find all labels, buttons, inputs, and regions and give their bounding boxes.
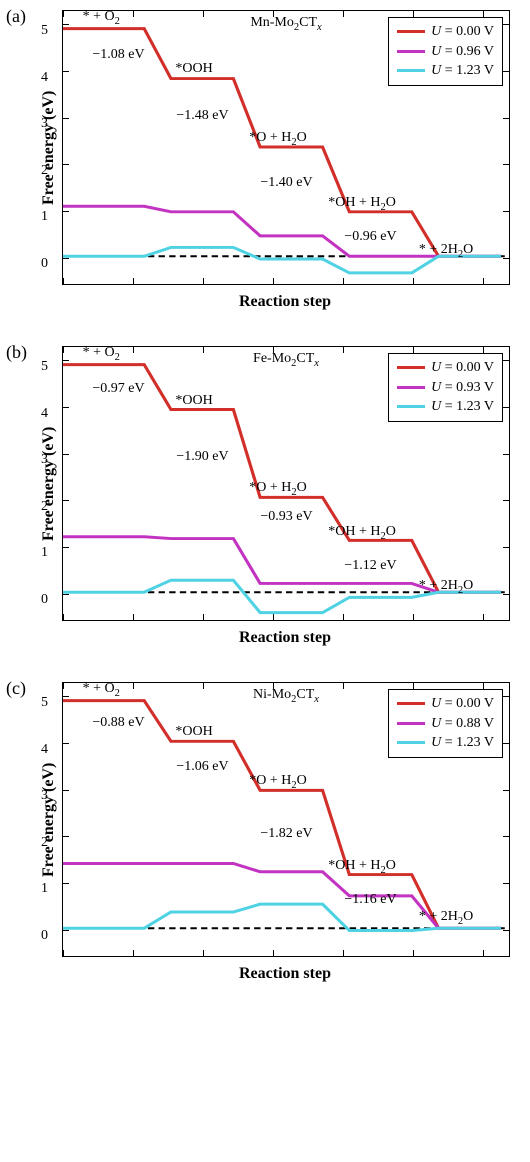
delta-g-label: −0.88 eV	[92, 715, 144, 731]
y-axis-label: Free energy (eV)	[40, 682, 62, 957]
delta-g-label: −0.97 eV	[92, 381, 144, 397]
species-label: * + O2	[83, 681, 120, 699]
panel-tag: (c)	[6, 678, 26, 699]
ytick-label: 5	[41, 695, 48, 711]
ytick-label: 2	[41, 499, 48, 515]
y-axis-label: Free energy (eV)	[40, 10, 62, 285]
panel-tag: (a)	[6, 6, 26, 27]
legend-swatch	[397, 722, 425, 725]
species-label: * + O2	[83, 345, 120, 363]
panel-2: (c) Free energy (eV)0 1 2 3 4 5 Ni-Mo2CTx U = 0.…	[0, 672, 530, 1008]
legend-item: U = 1.23 V	[397, 733, 494, 753]
legend-label: U = 1.23 V	[431, 733, 494, 753]
delta-g-label: −1.82 eV	[260, 826, 312, 842]
species-label: * + 2H2O	[419, 242, 473, 260]
x-axis-label: Reaction step	[60, 293, 510, 311]
delta-g-label: −1.90 eV	[176, 449, 228, 465]
legend: U = 0.00 VU = 0.96 VU = 1.23 V	[388, 17, 503, 86]
species-label: *OH + H2O	[328, 525, 396, 543]
delta-g-label: −1.08 eV	[92, 47, 144, 63]
delta-g-label: −1.16 eV	[344, 892, 396, 908]
ytick-label: 5	[41, 23, 48, 39]
panel-1: (b) Free energy (eV)0 1 2 3 4 5 Fe-Mo2CTx U = 0.…	[0, 336, 530, 672]
delta-g-label: −1.12 eV	[344, 558, 396, 574]
ytick-label: 2	[41, 835, 48, 851]
legend-label: U = 0.96 V	[431, 42, 494, 62]
ytick-label: 3	[41, 452, 48, 468]
legend-item: U = 1.23 V	[397, 61, 494, 81]
legend-item: U = 0.93 V	[397, 378, 494, 398]
ytick-label: 1	[41, 545, 48, 561]
plot-area: 012345Fe-Mo2CTxU = 0.00 VU = 0.93 VU = 1…	[62, 346, 510, 621]
species-label: * + O2	[83, 9, 120, 27]
legend-swatch	[397, 702, 425, 705]
ytick-label: 1	[41, 881, 48, 897]
plot-area: 012345Ni-Mo2CTxU = 0.00 VU = 0.88 VU = 1…	[62, 682, 510, 957]
panel-title: Mn-Mo2CTx	[250, 15, 321, 33]
ytick-label: 4	[41, 742, 48, 758]
legend-item: U = 1.23 V	[397, 397, 494, 417]
species-label: *OOH	[175, 61, 212, 77]
delta-g-label: −1.06 eV	[176, 759, 228, 775]
legend-label: U = 1.23 V	[431, 397, 494, 417]
legend-swatch	[397, 366, 425, 369]
legend-label: U = 0.00 V	[431, 22, 494, 42]
ytick-label: 0	[41, 928, 48, 944]
legend-item: U = 0.00 V	[397, 358, 494, 378]
plot-area: 012345Mn-Mo2CTxU = 0.00 VU = 0.96 VU = 1…	[62, 10, 510, 285]
x-axis-label: Reaction step	[60, 629, 510, 647]
legend-label: U = 1.23 V	[431, 61, 494, 81]
legend-swatch	[397, 386, 425, 389]
panel-title: Ni-Mo2CTx	[253, 687, 319, 705]
panel-title: Fe-Mo2CTx	[253, 351, 319, 369]
legend-swatch	[397, 741, 425, 744]
legend: U = 0.00 VU = 0.93 VU = 1.23 V	[388, 353, 503, 422]
species-label: *OH + H2O	[328, 196, 396, 214]
delta-g-label: −1.48 eV	[176, 108, 228, 124]
legend-item: U = 0.00 V	[397, 694, 494, 714]
panel-0: (a) Free energy (eV)0 1 2 3 4 5 Mn-Mo2CTx U = 0.…	[0, 0, 530, 336]
ytick-label: 2	[41, 163, 48, 179]
ytick-label: 0	[41, 256, 48, 272]
delta-g-label: −0.93 eV	[260, 509, 312, 525]
legend-swatch	[397, 405, 425, 408]
species-label: *OOH	[175, 393, 212, 409]
legend-swatch	[397, 69, 425, 72]
x-axis-label: Reaction step	[60, 965, 510, 983]
legend: U = 0.00 VU = 0.88 VU = 1.23 V	[388, 689, 503, 758]
legend-label: U = 0.00 V	[431, 694, 494, 714]
species-label: * + 2H2O	[419, 578, 473, 596]
panel-tag: (b)	[6, 342, 27, 363]
y-axis-label: Free energy (eV)	[40, 346, 62, 621]
ytick-label: 3	[41, 116, 48, 132]
legend-label: U = 0.00 V	[431, 358, 494, 378]
legend-swatch	[397, 30, 425, 33]
legend-swatch	[397, 50, 425, 53]
species-label: *O + H2O	[249, 773, 307, 791]
species-label: *O + H2O	[249, 480, 307, 498]
species-label: *OH + H2O	[328, 858, 396, 876]
ytick-label: 3	[41, 788, 48, 804]
ytick-label: 0	[41, 592, 48, 608]
species-label: * + 2H2O	[419, 909, 473, 927]
legend-item: U = 0.88 V	[397, 714, 494, 734]
ytick-label: 4	[41, 70, 48, 86]
delta-g-label: −0.96 eV	[344, 229, 396, 245]
ytick-label: 1	[41, 209, 48, 225]
ytick-label: 4	[41, 406, 48, 422]
legend-item: U = 0.00 V	[397, 22, 494, 42]
delta-g-label: −1.40 eV	[260, 175, 312, 191]
legend-item: U = 0.96 V	[397, 42, 494, 62]
species-label: *OOH	[175, 724, 212, 740]
legend-label: U = 0.93 V	[431, 378, 494, 398]
legend-label: U = 0.88 V	[431, 714, 494, 734]
ytick-label: 5	[41, 359, 48, 375]
species-label: *O + H2O	[249, 130, 307, 148]
